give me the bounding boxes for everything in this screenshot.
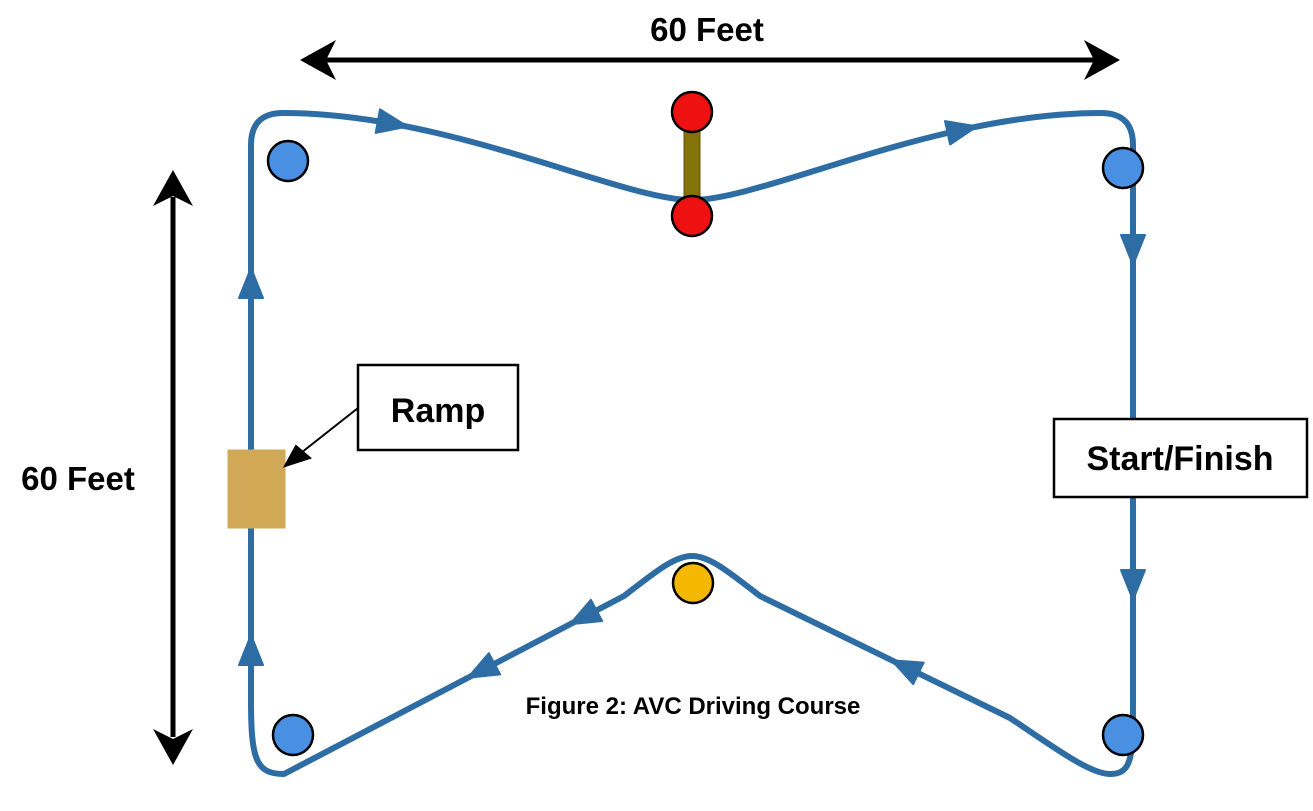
svg-text:Start/Finish: Start/Finish <box>1086 440 1273 478</box>
svg-text:Ramp: Ramp <box>391 392 485 430</box>
svg-text:60 Feet: 60 Feet <box>650 11 764 48</box>
svg-text:60 Feet: 60 Feet <box>21 460 135 497</box>
svg-text:Figure 2: AVC Driving Course: Figure 2: AVC Driving Course <box>526 693 861 720</box>
